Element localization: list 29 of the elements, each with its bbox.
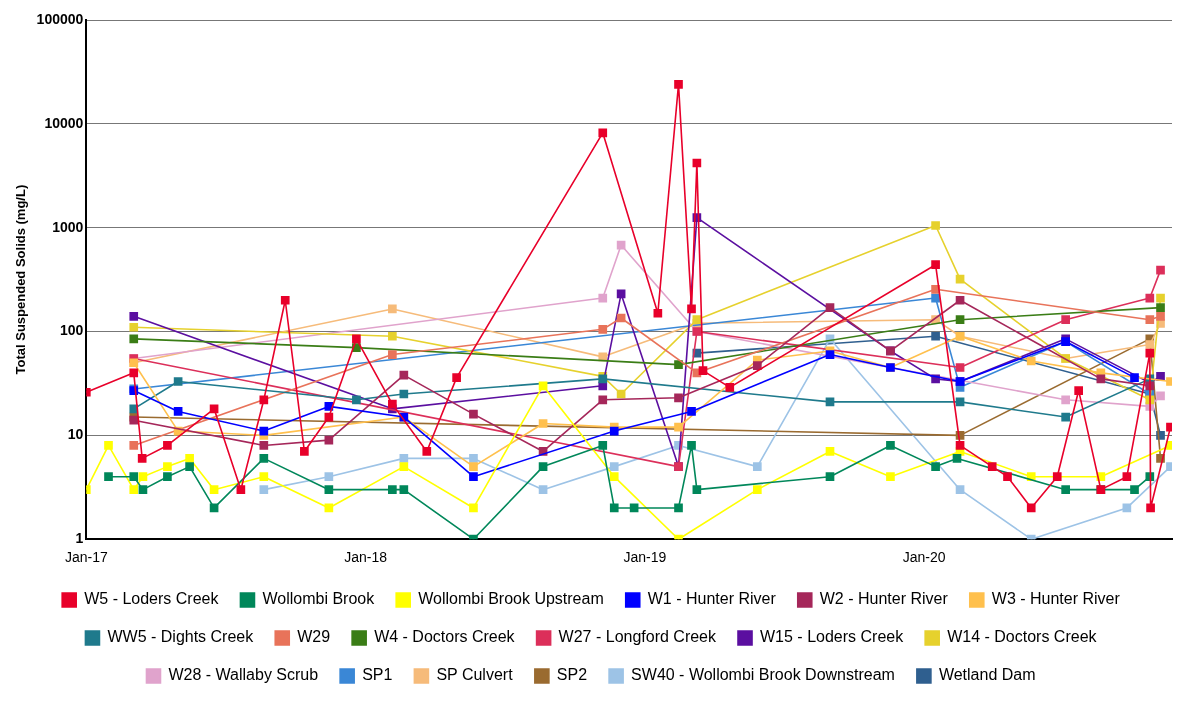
- legend-label: SW40 - Wollombi Brook Downstream: [631, 666, 895, 684]
- legend-label: SP Culvert: [436, 666, 514, 684]
- legend-label: W2 - Hunter River: [819, 590, 949, 608]
- legend-label: Wetland Dam: [938, 666, 1036, 684]
- y-tick-label: 1000: [52, 218, 84, 235]
- x-tick-label: Jan-17: [64, 549, 108, 566]
- x-tick-label: Jan-20: [902, 549, 946, 566]
- legend-label: SP2: [556, 666, 588, 684]
- legend-label: W27 - Longford Creek: [558, 628, 718, 646]
- legend-label: WW5 - Dights Creek: [107, 628, 255, 646]
- legend-label: SP1: [362, 666, 393, 684]
- legend-label: Wollombi Brook Upstream: [418, 590, 604, 608]
- x-tick-label: Jan-18: [344, 549, 388, 566]
- legend-label: W14 - Doctors Creek: [947, 628, 1098, 646]
- y-tick-label: 100: [59, 322, 84, 339]
- x-tick-label: Jan-19: [623, 549, 667, 566]
- y-axis-title: Total Suspended Solids (mg/L): [13, 184, 29, 375]
- y-tick-label: 10: [67, 426, 84, 443]
- legend-label: W3 - Hunter River: [991, 590, 1121, 608]
- y-tick-label: 10000: [44, 114, 84, 131]
- y-tick-label: 100000: [36, 10, 84, 27]
- legend-label: W29: [297, 628, 331, 646]
- legend-label: W1 - Hunter River: [647, 590, 777, 608]
- legend-label: W15 - Loders Creek: [760, 628, 905, 646]
- legend-label: Wollombi Brook: [262, 590, 376, 608]
- legend-label: W4 - Doctors Creek: [374, 628, 516, 646]
- legend-label: W28 - Wallaby Scrub: [168, 666, 319, 684]
- y-tick-label: 1: [75, 530, 84, 547]
- legend-label: W5 - Loders Creek: [84, 590, 220, 608]
